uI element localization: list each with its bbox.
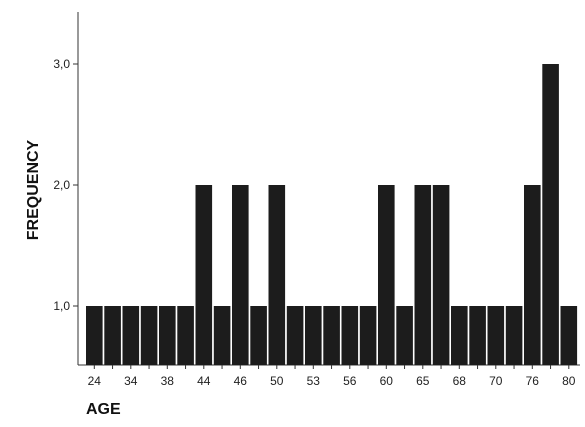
bar-11 bbox=[268, 185, 286, 365]
y-axis-title: FREQUENCY bbox=[25, 139, 42, 240]
x-tick-label: 70 bbox=[489, 374, 503, 388]
bar-14 bbox=[323, 306, 340, 365]
bar-23 bbox=[487, 306, 505, 365]
bar-17 bbox=[378, 185, 395, 365]
x-tick-label: 65 bbox=[416, 374, 430, 388]
bar-1 bbox=[86, 306, 103, 365]
bar-25 bbox=[524, 185, 541, 365]
bar-16 bbox=[359, 306, 377, 365]
bar-3 bbox=[122, 306, 140, 365]
bars-group bbox=[86, 64, 578, 365]
x-tick-label: 60 bbox=[380, 374, 394, 388]
bar-24 bbox=[505, 306, 523, 365]
bar-18 bbox=[396, 306, 413, 365]
x-tick-label: 34 bbox=[124, 374, 138, 388]
bar-26 bbox=[542, 64, 559, 365]
bar-8 bbox=[213, 306, 231, 365]
x-tick-label: 56 bbox=[343, 374, 357, 388]
x-axis-title: AGE bbox=[86, 401, 121, 418]
bar-2 bbox=[104, 306, 121, 365]
x-tick-label: 38 bbox=[161, 374, 175, 388]
bar-27 bbox=[560, 306, 578, 365]
bar-9 bbox=[232, 185, 249, 365]
bar-19 bbox=[414, 185, 432, 365]
bar-12 bbox=[286, 306, 304, 365]
x-tick-label: 80 bbox=[562, 374, 576, 388]
bar-15 bbox=[341, 306, 359, 365]
x-tick-label: 50 bbox=[270, 374, 284, 388]
bar-13 bbox=[305, 306, 322, 365]
y-tick-label: 3,0 bbox=[53, 57, 70, 71]
y-tick-label: 1,0 bbox=[53, 299, 70, 313]
x-tick-label: 53 bbox=[307, 374, 321, 388]
x-tick-label: 44 bbox=[197, 374, 211, 388]
bar-20 bbox=[432, 185, 450, 365]
bar-21 bbox=[451, 306, 468, 365]
x-tick-label: 76 bbox=[526, 374, 540, 388]
x-tick-label: 24 bbox=[88, 374, 102, 388]
x-ticks-group: 24 34 38 44 46 50 53 56 60 65 68 70 76 80 bbox=[88, 365, 576, 388]
bar-22 bbox=[469, 306, 486, 365]
x-tick-label: 68 bbox=[453, 374, 467, 388]
x-tick-label: 46 bbox=[234, 374, 248, 388]
bar-7 bbox=[195, 185, 213, 365]
y-ticks-group: 1,0 2,0 3,0 bbox=[53, 57, 78, 313]
bar-10 bbox=[250, 306, 267, 365]
bar-5 bbox=[159, 306, 176, 365]
bar-4 bbox=[140, 306, 158, 365]
bar-6 bbox=[177, 306, 194, 365]
y-tick-label: 2,0 bbox=[53, 178, 70, 192]
